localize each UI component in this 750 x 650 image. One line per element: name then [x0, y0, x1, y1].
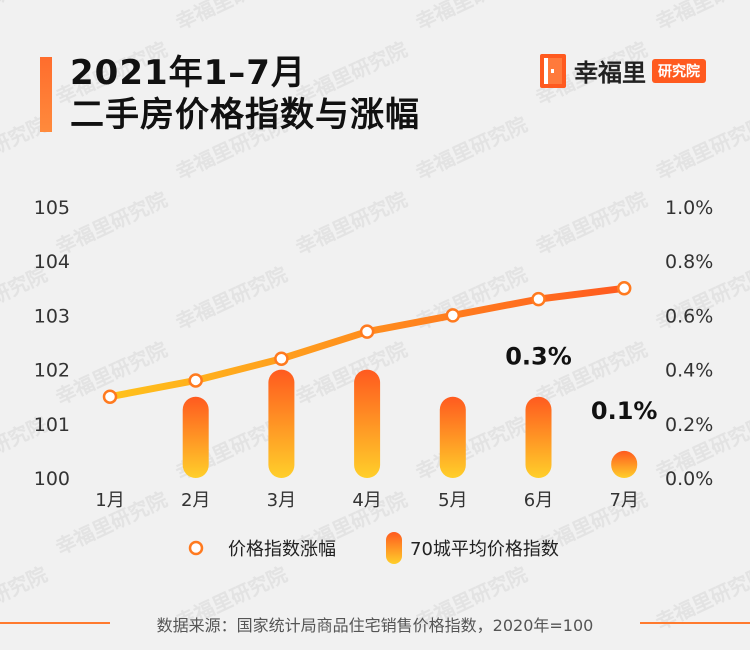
y-right-tick-label: 0.6% — [665, 305, 713, 327]
y-left-tick-label: 102 — [34, 360, 70, 382]
line-point — [616, 281, 632, 296]
bar — [611, 450, 638, 478]
y-left-tick-label: 105 — [34, 197, 70, 219]
door-logo-icon — [540, 53, 566, 88]
legend-bar-swatch — [386, 532, 402, 564]
x-tick-label: 5月 — [438, 490, 467, 511]
title-accent-bar — [40, 57, 52, 132]
chart-title: 2021年1–7月 二手房价格指数与涨幅 — [70, 52, 420, 136]
x-tick-label: 3月 — [267, 490, 296, 511]
line-point — [102, 389, 118, 404]
y-right-tick-label: 0.4% — [665, 360, 713, 382]
data-label: 0.3% — [505, 343, 572, 371]
x-tick-label: 7月 — [609, 490, 638, 511]
title-line-2: 二手房价格指数与涨幅 — [70, 95, 420, 135]
legend-label-bar: 70城平均价格指数 — [410, 539, 559, 560]
legend-point-swatch — [188, 540, 204, 556]
brand-tag: 研究院 — [652, 58, 706, 83]
brand-logo: 幸福里 研究院 — [540, 53, 706, 88]
x-tick-label: 2月 — [181, 490, 210, 511]
bar — [525, 396, 552, 478]
y-left-tick-label: 104 — [34, 251, 70, 273]
x-tick-label: 4月 — [352, 490, 381, 511]
y-left-tick-label: 101 — [34, 414, 70, 436]
line-point — [274, 351, 289, 367]
brand-name: 幸福里 — [574, 59, 646, 87]
y-right-tick-label: 1.0% — [665, 197, 713, 219]
line-point — [188, 373, 203, 388]
x-tick-label: 1月 — [95, 490, 124, 511]
source-divider-right — [640, 622, 750, 624]
legend-label-line: 价格指数涨幅 — [228, 539, 336, 560]
source-note: 数据来源：国家统计局商品住宅销售价格指数，2020年=100 — [156, 616, 594, 635]
line-point — [445, 308, 461, 323]
source-divider-left — [0, 622, 110, 624]
bar — [439, 396, 466, 478]
data-label: 0.1% — [591, 397, 658, 425]
y-right-tick-label: 0.0% — [665, 468, 713, 490]
bar — [354, 369, 381, 478]
y-right-tick-label: 0.2% — [665, 414, 713, 436]
y-left-tick-label: 103 — [34, 305, 70, 327]
title-line-1: 2021年1–7月 — [70, 53, 306, 93]
y-left-tick-label: 100 — [34, 468, 70, 490]
bar — [268, 369, 295, 478]
line-point — [531, 291, 546, 307]
x-tick-label: 6月 — [524, 490, 553, 511]
line-point — [359, 324, 375, 339]
bar — [182, 396, 209, 478]
y-right-tick-label: 0.8% — [665, 251, 713, 273]
